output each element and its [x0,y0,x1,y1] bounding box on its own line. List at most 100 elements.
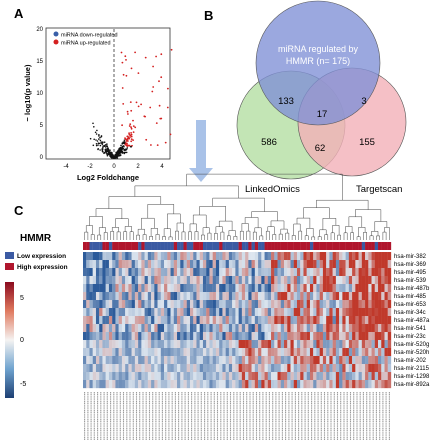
dendrogram-branch [192,214,207,228]
heatmap-cell [196,316,200,325]
heatmap-cell [326,316,330,325]
volcano-point [96,129,98,132]
heatmap-cell [128,372,132,381]
heatmap-cell [196,308,200,317]
heatmap-cell [339,268,343,277]
heatmap-cell [95,340,100,349]
group-cell [258,242,262,250]
heatmap-cell [284,364,288,373]
heatmap-cell [309,308,314,317]
heatmap-cell [160,260,165,269]
heatmap-cell [319,356,324,365]
heatmap-cell [147,268,152,277]
heatmap-cell [296,356,301,365]
heatmap-cell [251,260,255,269]
heatmap-cell [83,276,87,285]
heatmap-cell [196,380,200,389]
heatmap-cell [92,356,97,365]
heatmap-cell [348,356,353,365]
volcano-point [105,150,108,153]
venn-region-all-three: 17 [317,109,328,120]
heatmap-cell [332,332,337,341]
heatmap-cell [154,332,158,341]
heatmap-cell [381,348,385,357]
dendrogram-branch [103,232,108,240]
heatmap-cell [238,324,243,333]
volcano-point-up [127,113,129,115]
heatmap-cell [95,348,100,357]
heatmap-cell [332,364,337,373]
heatmap-cell [89,292,93,301]
heatmap-cell [355,284,359,293]
heatmap-cell [125,260,129,269]
heatmap-cell [303,356,307,365]
heatmap-cell [322,356,327,365]
heatmap-cell [300,380,304,389]
heatmap-cell [361,284,366,293]
heatmap-cell [180,300,184,309]
heatmap-cell [251,364,255,373]
heatmap-cell [125,292,129,301]
heatmap-cell [277,300,281,309]
heatmap-cell [345,260,349,269]
heatmap-cell [232,284,236,293]
heatmap-cell [280,308,285,317]
group-cell [102,242,106,250]
heatmap-cell [329,292,333,301]
heatmap-cell [280,316,285,325]
group-cell [306,242,311,250]
heatmap-cell [248,308,252,317]
column-labels [84,392,390,440]
heatmap-cell [212,252,217,261]
heatmap-cell [95,292,100,301]
group-cell [280,242,285,250]
heatmap-cell [180,252,184,261]
heatmap-cell [358,252,362,261]
heatmap-cell [209,300,213,309]
heatmap-cell [371,332,375,341]
group-cell [215,242,220,250]
dendrogram-branch [199,206,226,222]
heatmap-cell [296,372,301,381]
heatmap-cell [345,332,349,341]
heatmap-cell [267,372,272,381]
heatmap-cell [112,276,116,285]
dendrogram-branch [376,235,380,240]
heatmap-cell [287,268,291,277]
heatmap-cell [267,316,272,325]
dendrogram-branch [303,207,330,219]
heatmap-cell [92,348,97,357]
heatmap-cell [248,332,252,341]
heatmap-cell [378,308,382,317]
heatmap-cell [99,252,103,261]
heatmap-cell [212,268,217,277]
heatmap-cell [170,348,174,357]
heatmap-cell [274,260,278,269]
dendrogram-branch [168,236,173,240]
heatmap-cell [293,300,298,309]
heatmap-cell [316,268,320,277]
heatmap-cell [326,260,330,269]
dendrogram-branch [246,230,251,240]
heatmap-cell [108,276,113,285]
heatmap-cell [264,340,268,349]
heatmap-cell [277,372,281,381]
heatmap-cell [381,332,385,341]
heatmap-cell [365,308,369,317]
heatmap-cell [235,316,239,325]
heatmap-cell [306,356,311,365]
heatmap-cell [368,300,372,309]
heatmap-cell [128,252,132,261]
heatmap-cell [248,348,252,357]
heatmap-cell [345,300,349,309]
heatmap-cell [296,340,301,349]
volcano-point [95,133,98,135]
heatmap-cell [313,292,317,301]
volcano-point-up [132,119,134,122]
heatmap-cell [99,276,103,285]
heatmap-cell [167,308,171,317]
panel-label-c: C [14,203,24,218]
heatmap-cell [355,300,359,309]
heatmap-cell [128,364,132,373]
heatmap-cell [151,276,155,285]
